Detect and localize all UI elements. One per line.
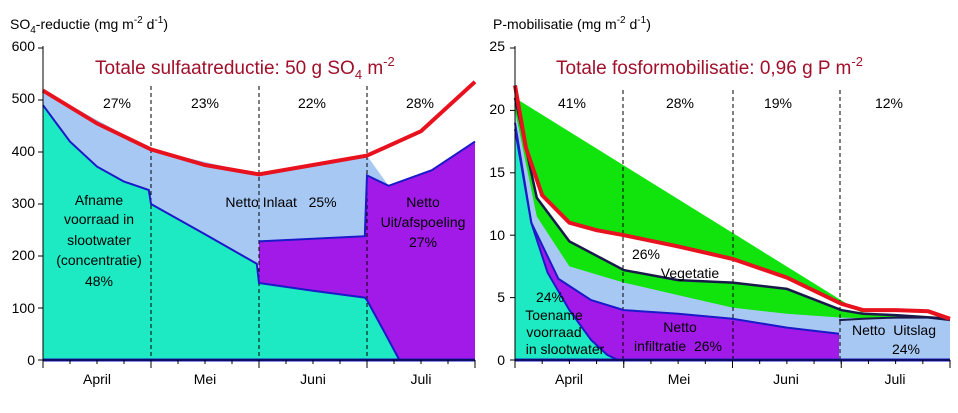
infiltratie-label: Netto: [663, 319, 697, 335]
left-y-tick-label: 300: [12, 195, 36, 211]
right-x-tick-label: April: [555, 371, 583, 387]
toename-label: voorraad: [526, 324, 581, 340]
infiltratie-boundary: [514, 122, 840, 335]
left-chart-title: Totale sulfaatreductie: 50 g SO4 m-2: [95, 54, 395, 82]
left-month-percentage: 27%: [103, 95, 131, 111]
total-line: [513, 85, 951, 321]
right-axis-ticks: [510, 47, 951, 368]
right-x-tick-label: Juni: [773, 371, 799, 387]
right-plot-areas: [515, 85, 950, 361]
lightblue-area: [515, 110, 950, 361]
uitslag-area: [839, 317, 950, 360]
left-x-tick-label: April: [83, 371, 111, 387]
left-panel: SO4-reductie (mg m-2 d-1) 0 100 200 300 …: [10, 15, 477, 387]
left-month-percentage: 22%: [298, 95, 326, 111]
left-x-tick-label: Juli: [410, 371, 431, 387]
afname-label: slootwater: [67, 232, 131, 248]
afname-label: Afname: [75, 192, 123, 208]
right-x-tick-label: Juli: [884, 371, 905, 387]
right-y-tick-label: 20: [489, 101, 505, 117]
left-month-percentage: 28%: [406, 95, 434, 111]
afname-label: (concentratie): [56, 252, 142, 268]
toename-label: Toename: [525, 307, 583, 323]
right-ylabel: P-mobilisatie (mg m-2 d-1): [493, 15, 651, 32]
uitafspoeling-label: Netto: [406, 194, 440, 210]
left-axis-ticks: [38, 47, 476, 368]
right-plot-lines: [513, 85, 951, 362]
right-y-tick-label: 5: [497, 289, 505, 305]
right-month-percentage: 41%: [558, 95, 586, 111]
toename-label: 24%: [536, 289, 564, 305]
afname-area: [43, 105, 400, 360]
uitafspoeling-label: 27%: [409, 234, 437, 250]
left-x-tick-label: Juni: [300, 371, 326, 387]
toename-boundary: [514, 128, 619, 361]
left-y-tick-label: 600: [12, 38, 36, 54]
left-x-tick-label: Mei: [194, 371, 217, 387]
vegetatie-label: Vegetatie: [661, 265, 720, 281]
left-y-tick-label: 400: [12, 143, 36, 159]
right-y-tick-label: 0: [497, 352, 505, 368]
right-panel: P-mobilisatie (mg m-2 d-1) 0 5 10 15 20 …: [489, 15, 951, 387]
afname-boundary: [42, 104, 401, 361]
right-y-tick-label: 25: [489, 38, 505, 54]
uitafspoeling-boundary: [258, 140, 476, 243]
uitslag-label: 24%: [892, 341, 920, 357]
right-month-percentage: 19%: [764, 95, 792, 111]
afname-label: 48%: [85, 273, 113, 289]
left-ylabel: SO4-reductie (mg m-2 d-1): [10, 15, 168, 36]
right-month-percentage: 28%: [666, 95, 694, 111]
uitafspoeling-label: Uit/afspoeling: [381, 214, 466, 230]
right-y-tick-label: 10: [489, 227, 505, 243]
netto-inlaat-label: Netto Inlaat 25%: [225, 194, 336, 210]
left-month-percentage: 23%: [191, 95, 219, 111]
infiltratie-label: infiltratie 26%: [634, 338, 722, 354]
right-y-tick-label: 15: [489, 164, 505, 180]
vegetatie-band: [515, 85, 863, 314]
right-month-percentage: 12%: [875, 95, 903, 111]
afname-label: voorraad in: [64, 211, 134, 227]
total-line: [41, 80, 477, 177]
right-x-tick-label: Mei: [668, 371, 691, 387]
left-y-tick-label: 500: [12, 90, 36, 106]
vegetatie-boundary: [513, 97, 951, 321]
uitslag-boundary: [839, 316, 951, 322]
toename-label: in slootwater: [526, 341, 605, 357]
left-y-tick-label: 100: [12, 300, 36, 316]
toename-area: [515, 129, 619, 360]
vegetatie-label: 26%: [632, 246, 660, 262]
left-y-tick-label: 200: [12, 247, 36, 263]
uitslag-label: Netto Uitslag: [852, 322, 936, 338]
right-chart-title: Totale fosformobilisatie: 0,96 g P m-2: [556, 54, 863, 79]
left-y-tick-label: 0: [27, 352, 35, 368]
